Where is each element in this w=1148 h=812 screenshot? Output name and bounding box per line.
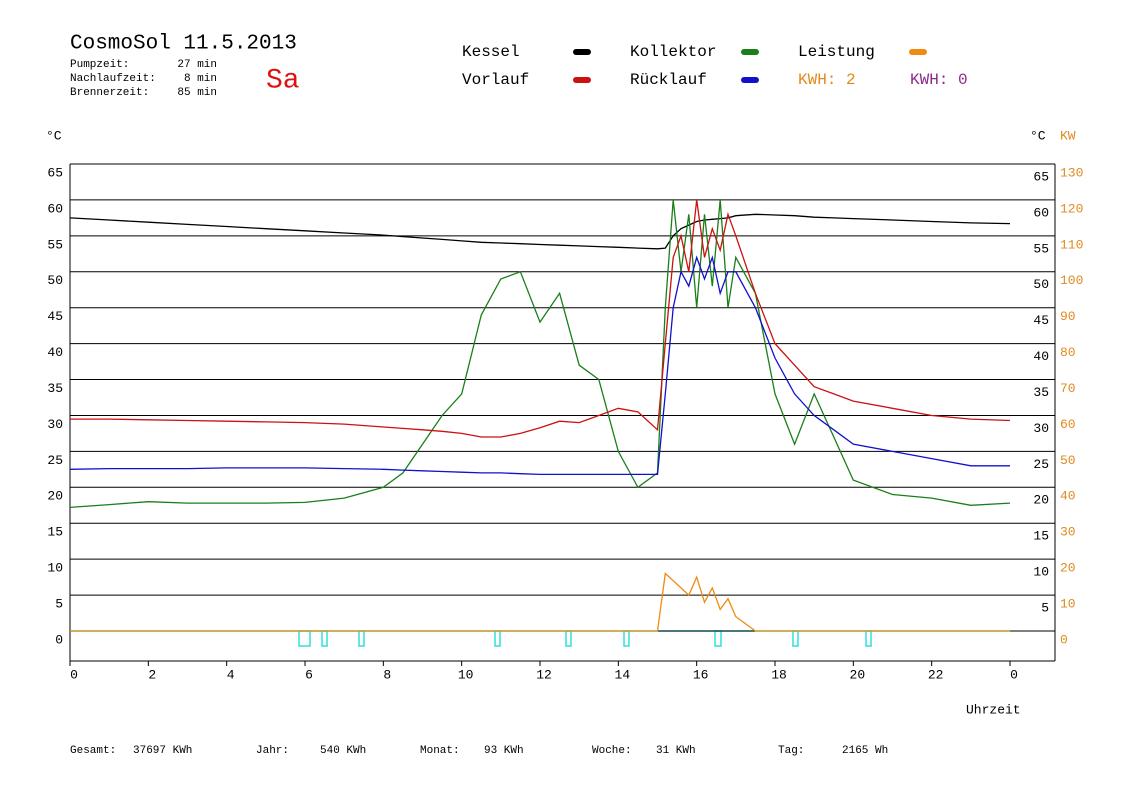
y-tick-label: 25 (47, 453, 63, 468)
footer-value: 37697 KWh (133, 745, 192, 757)
legend-label: Rücklauf (630, 71, 707, 89)
info-label: Brennerzeit: (70, 87, 149, 99)
y-right-tick-label: 40 (1033, 349, 1049, 364)
y-right-tick-label: 35 (1033, 385, 1049, 400)
x-tick-label: 0 (1010, 667, 1018, 682)
x-tick-label: 16 (693, 667, 709, 682)
info-value: 27 min (177, 59, 217, 71)
y2-axis-label: KW (1060, 128, 1076, 143)
info-value: 8 min (184, 73, 217, 85)
y-tick-label: 10 (47, 561, 63, 576)
kwh-label: KWH: 0 (910, 71, 968, 89)
series-line (70, 199, 1011, 438)
y-tick-label: 15 (47, 525, 63, 540)
y-right-tick-label: 10 (1033, 565, 1049, 580)
x-axis-label: Uhrzeit (966, 702, 1021, 717)
y2-tick-label: 70 (1060, 381, 1076, 396)
y-right-tick-label: 65 (1033, 169, 1049, 184)
footer-label: Gesamt: (70, 745, 116, 757)
y-tick-label: 45 (47, 309, 63, 324)
footer-value: 31 KWh (656, 745, 696, 757)
y-right-tick-label: 45 (1033, 313, 1049, 328)
info-label: Nachlaufzeit: (70, 73, 156, 85)
y-right-tick-label: 5 (1041, 601, 1049, 616)
y2-tick-label: 50 (1060, 453, 1076, 468)
y2-tick-label: 60 (1060, 417, 1076, 432)
footer-value: 93 KWh (484, 745, 524, 757)
y-tick-label: 30 (47, 417, 63, 432)
x-tick-label: 2 (148, 667, 156, 682)
x-tick-label: 14 (615, 667, 631, 682)
day: Sa (266, 65, 300, 96)
info-value: 85 min (177, 87, 217, 99)
y-right-tick-label: 55 (1033, 241, 1049, 256)
footer-label: Monat: (420, 745, 460, 757)
x-tick-label: 20 (850, 667, 866, 682)
y2-tick-label: 120 (1060, 201, 1083, 216)
series-line (70, 572, 1010, 632)
y2-tick-label: 10 (1060, 597, 1076, 612)
y2-tick-label: 0 (1060, 632, 1068, 647)
footer-value: 540 KWh (320, 745, 366, 757)
x-tick-label: 6 (305, 667, 313, 682)
series-line (69, 213, 1011, 250)
x-tick-label: 22 (928, 667, 944, 682)
y2-tick-label: 40 (1060, 489, 1076, 504)
x-tick-label: 12 (536, 667, 552, 682)
footer-label: Tag: (778, 745, 804, 757)
pump-events (298, 630, 872, 647)
footer-label: Jahr: (256, 745, 289, 757)
x-tick-label: 10 (458, 667, 474, 682)
footer-value: 2165 Wh (842, 745, 888, 757)
x-tick-label: 0 (70, 667, 78, 682)
y-tick-label: 60 (47, 201, 63, 216)
y-right-tick-label: 30 (1033, 421, 1049, 436)
y-tick-label: 55 (47, 237, 63, 252)
y2-tick-label: 130 (1060, 165, 1083, 180)
y2-unit-label: °C (1030, 128, 1046, 143)
y2-tick-label: 20 (1060, 561, 1076, 576)
y-tick-label: 65 (47, 165, 63, 180)
y-tick-label: 50 (47, 273, 63, 288)
x-tick-label: 18 (771, 667, 787, 682)
y2-tick-label: 90 (1060, 309, 1076, 324)
y-tick-label: 5 (55, 597, 63, 612)
series-line (69, 255, 1010, 476)
kwh-label: KWH: 2 (798, 71, 856, 89)
y-right-tick-label: 50 (1033, 277, 1049, 292)
y2-tick-label: 80 (1060, 345, 1076, 360)
info-label: Pumpzeit: (70, 59, 129, 71)
y-tick-label: 40 (47, 345, 63, 360)
legend-label: Kollektor (630, 43, 716, 61)
y-right-tick-label: 15 (1033, 529, 1049, 544)
y-right-tick-label: 60 (1033, 205, 1049, 220)
x-tick-label: 8 (383, 667, 391, 682)
legend-label: Vorlauf (462, 71, 529, 89)
y-tick-label: 0 (55, 632, 63, 647)
series-line (69, 199, 1011, 509)
legend-label: Kessel (462, 43, 520, 61)
y-right-tick-label: 20 (1033, 493, 1049, 508)
x-tick-label: 4 (227, 667, 235, 682)
legend-label: Leistung (798, 43, 875, 61)
y2-tick-label: 100 (1060, 273, 1083, 288)
y-tick-label: 20 (47, 489, 63, 504)
chart-title: CosmoSol 11.5.2013 (70, 33, 297, 56)
y2-tick-label: 30 (1060, 525, 1076, 540)
footer-label: Woche: (592, 745, 632, 757)
y-right-tick-label: 25 (1033, 457, 1049, 472)
y-axis-label: °C (46, 128, 62, 143)
y2-tick-label: 110 (1060, 237, 1083, 252)
y-tick-label: 35 (47, 381, 63, 396)
